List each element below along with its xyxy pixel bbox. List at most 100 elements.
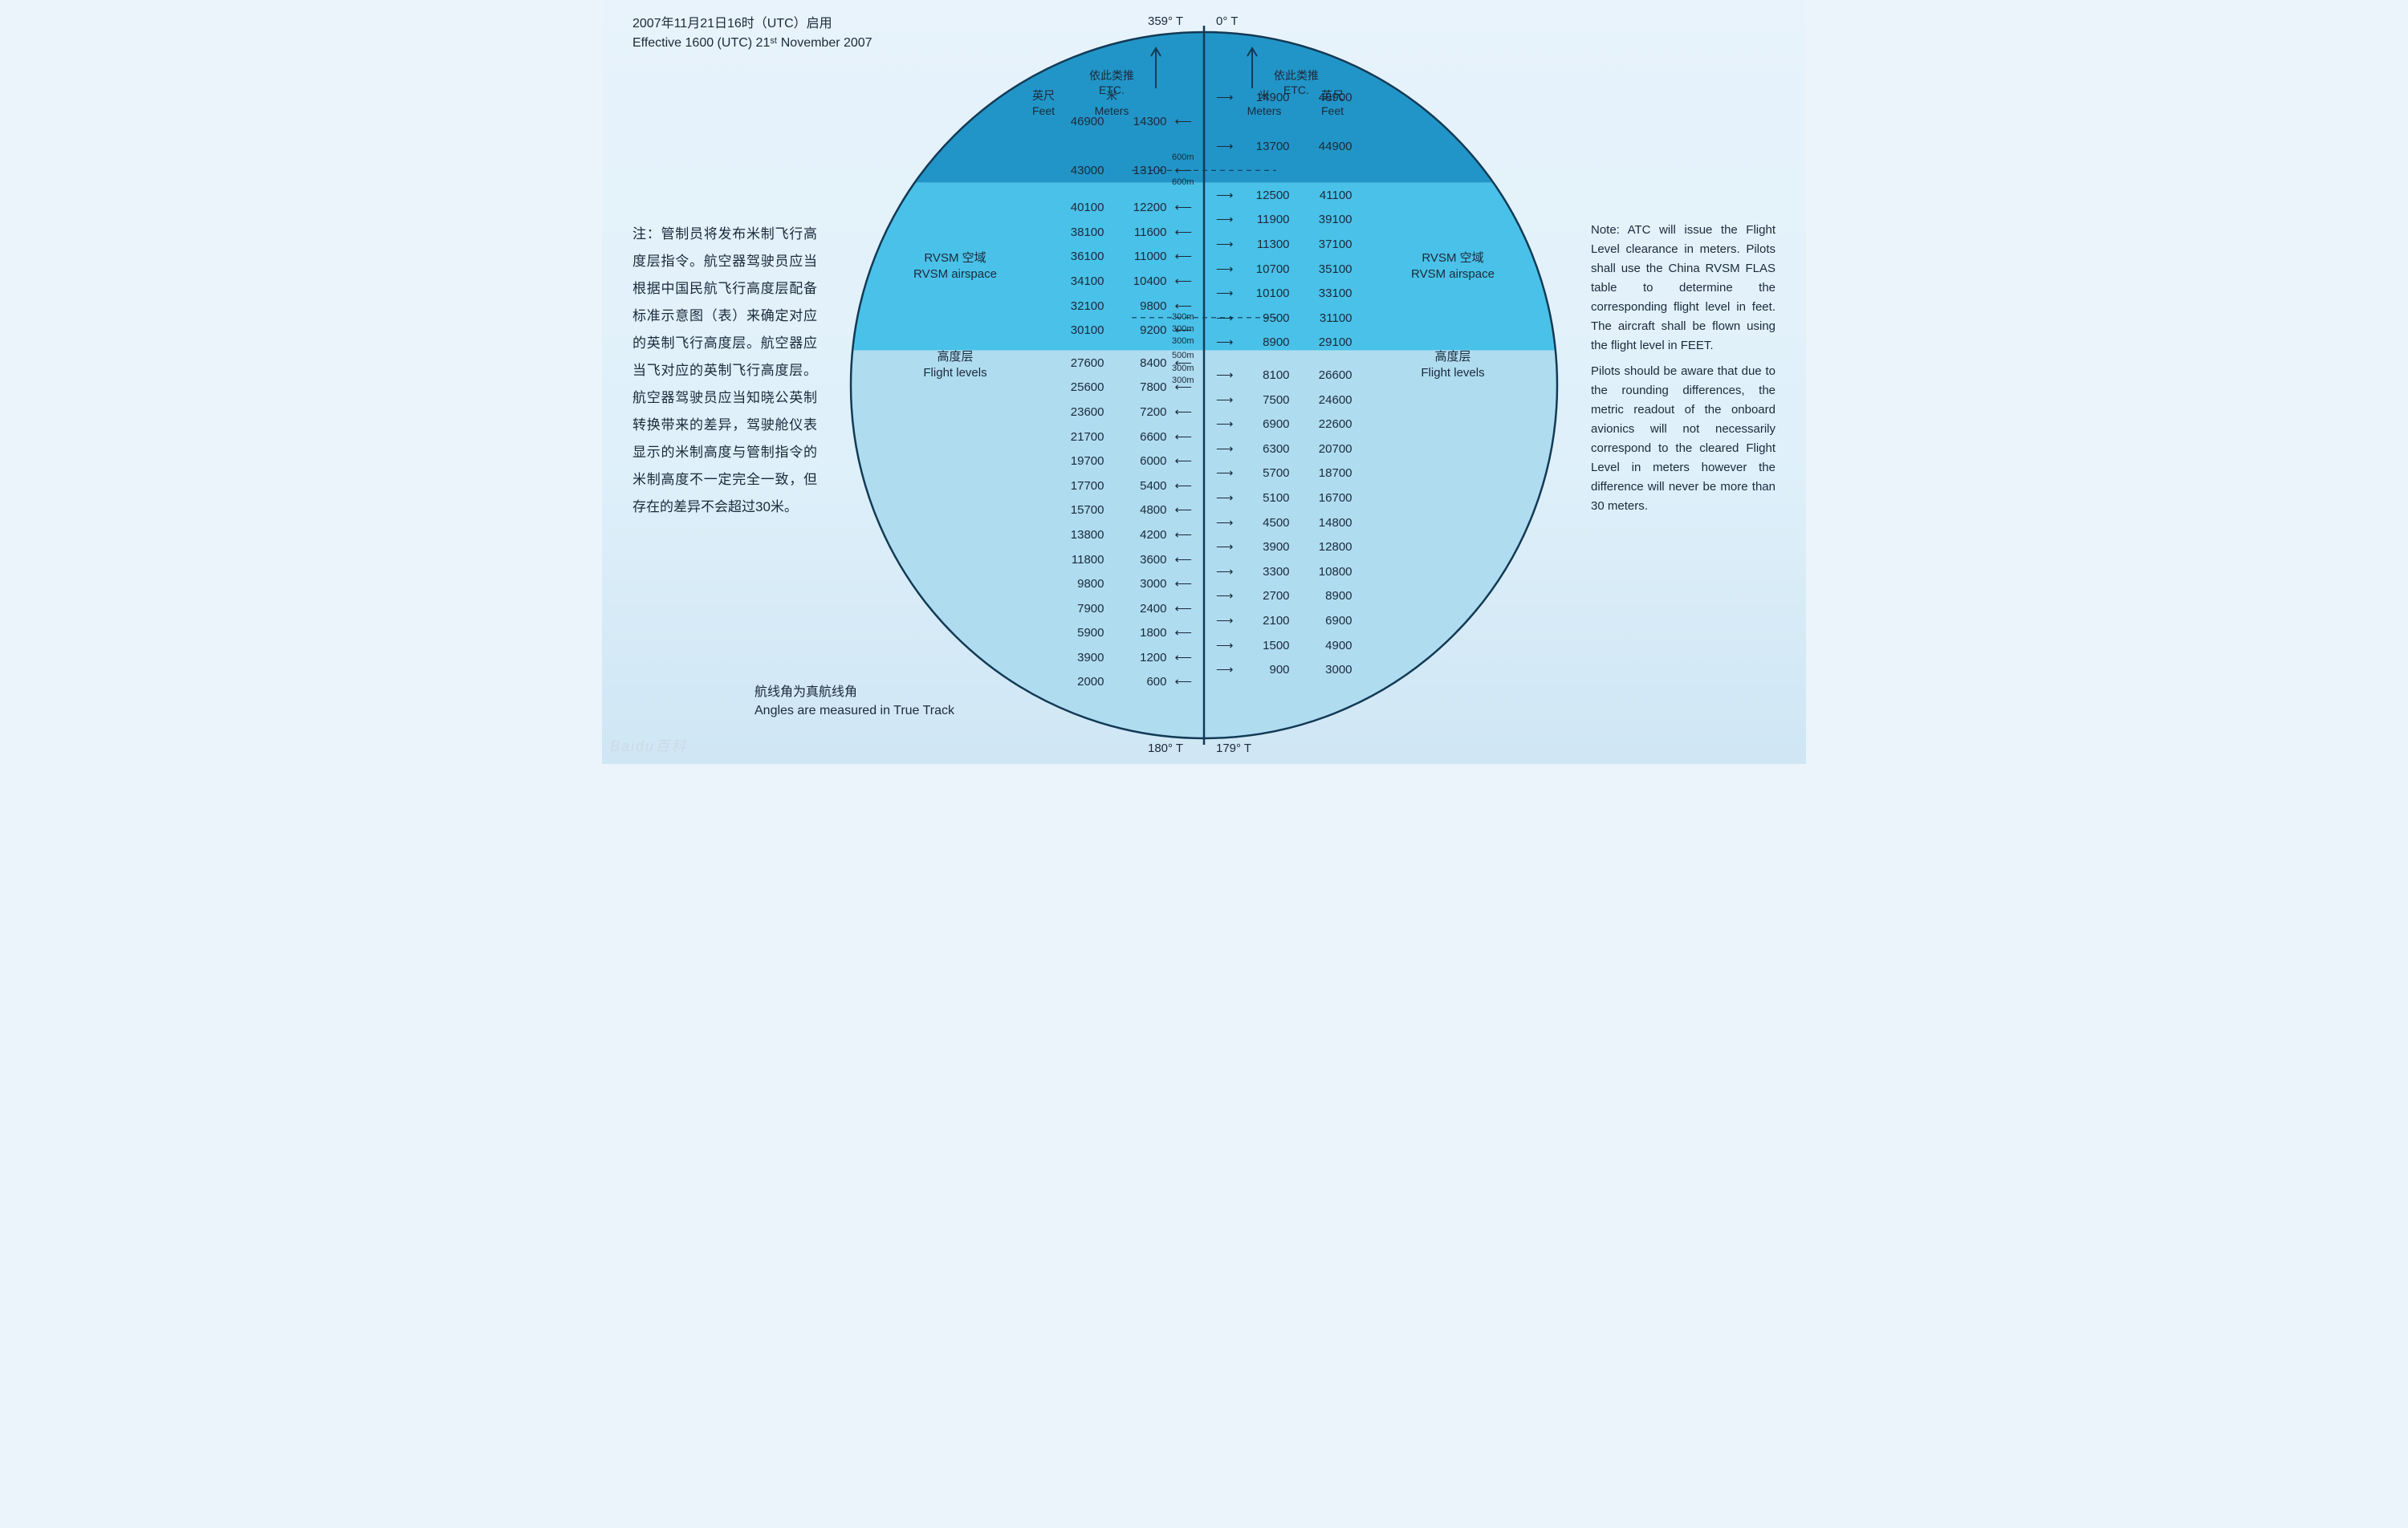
meters-value: 900: [1242, 663, 1290, 677]
level-row: ⟶ 12500 41100: [1216, 188, 1352, 202]
separation-label: 300m: [1172, 376, 1194, 385]
arrow-left-icon: ⟵: [1174, 249, 1192, 263]
arrow-right-icon: ⟶: [1216, 515, 1234, 530]
feet-value: 23600: [1056, 405, 1104, 419]
arrow-right-icon: ⟶: [1216, 311, 1234, 325]
feet-value: 44900: [1304, 140, 1352, 153]
meters-value: 3900: [1242, 540, 1290, 554]
feet-value: 38100: [1056, 226, 1104, 239]
truetrack-cn: 航线角为真航线角: [755, 684, 954, 701]
level-row: ⟶21006900: [1216, 613, 1352, 628]
meters-value: 600: [1118, 675, 1166, 689]
level-row: 138004200⟵: [1056, 527, 1192, 542]
arrow-right-icon: ⟶: [1216, 237, 1234, 251]
separation-label: 300m: [1172, 336, 1194, 346]
level-row: 59001800⟵: [1056, 625, 1192, 640]
feet-value: 48900: [1304, 91, 1352, 104]
feet-value: 31100: [1304, 311, 1352, 325]
level-row: 98003000⟵: [1056, 576, 1192, 591]
arrow-left-icon: ⟵: [1174, 114, 1192, 128]
feet-value: 46900: [1056, 115, 1104, 128]
arrow-left-icon: ⟵: [1174, 453, 1192, 468]
meters-value: 3300: [1242, 565, 1290, 579]
feet-value: 41100: [1304, 189, 1352, 202]
feet-value: 15700: [1056, 503, 1104, 517]
watermark: Baidu百科: [610, 735, 687, 756]
feet-value: 43000: [1056, 164, 1104, 177]
meters-value: 6900: [1242, 417, 1290, 431]
meters-value: 11000: [1118, 250, 1166, 263]
separation-label: 300m: [1172, 364, 1194, 373]
level-row: ⟶330010800: [1216, 564, 1352, 579]
arrow-left-icon: ⟵: [1174, 601, 1192, 616]
meters-value: 5400: [1118, 479, 1166, 493]
arrow-right-icon: ⟶: [1216, 90, 1234, 104]
feet-value: 34100: [1056, 274, 1104, 288]
feet-value: 22600: [1304, 417, 1352, 431]
level-row: ⟶810026600: [1216, 368, 1352, 382]
meters-value: 2700: [1242, 589, 1290, 603]
arrow-right-icon: ⟶: [1216, 368, 1234, 382]
level-row: ⟶570018700: [1216, 465, 1352, 480]
feet-value: 35100: [1304, 262, 1352, 276]
arrow-left-icon: ⟵: [1174, 552, 1192, 567]
level-row: 3610011000⟵: [1056, 249, 1192, 263]
level-row: 46900 14300 ⟵: [1056, 114, 1192, 128]
angle-top-right: 0° T: [1216, 14, 1238, 28]
angle-top-left: 359° T: [1148, 14, 1183, 28]
level-row: ⟶1190039100: [1216, 212, 1352, 226]
feet-value: 21700: [1056, 430, 1104, 444]
level-row: ⟶15004900: [1216, 638, 1352, 652]
meters-value: 4200: [1118, 528, 1166, 542]
arrow-right-icon: ⟶: [1216, 662, 1234, 677]
meters-value: 3600: [1118, 553, 1166, 567]
arrow-right-icon: ⟶: [1216, 490, 1234, 505]
arrow-left-icon: ⟵: [1174, 576, 1192, 591]
meters-value: 12500: [1242, 189, 1290, 202]
meters-value: 7200: [1118, 405, 1166, 419]
arrow-right-icon: ⟶: [1216, 139, 1234, 153]
meters-value: 4500: [1242, 516, 1290, 530]
feet-value: 3000: [1304, 663, 1352, 677]
arrow-right-icon: ⟶: [1216, 262, 1234, 276]
meters-value: 1500: [1242, 639, 1290, 652]
level-row: 197006000⟵: [1056, 453, 1192, 468]
feet-value: 29100: [1304, 335, 1352, 349]
arrow-left-icon: ⟵: [1174, 478, 1192, 493]
meters-value: 13100: [1118, 164, 1166, 177]
separation-label: 600m: [1172, 177, 1194, 187]
feet-value: 13800: [1056, 528, 1104, 542]
band-rvsm-left: RVSM 空域RVSM airspace: [913, 250, 997, 283]
level-row: ⟶450014800: [1216, 515, 1352, 530]
level-row: ⟶1010033100: [1216, 286, 1352, 300]
arrow-right-icon: ⟶: [1216, 588, 1234, 603]
feet-value: 39100: [1304, 213, 1352, 226]
level-row: 3410010400⟵: [1056, 274, 1192, 288]
level-row: 236007200⟵: [1056, 404, 1192, 419]
feet-value: 20700: [1304, 442, 1352, 456]
arrow-left-icon: ⟵: [1174, 163, 1192, 177]
level-row: ⟶ 9500 31100: [1216, 311, 1352, 325]
arrow-left-icon: ⟵: [1174, 625, 1192, 640]
etc-left: 依此类推ETC.: [1089, 68, 1134, 97]
meters-value: 8100: [1242, 368, 1290, 382]
level-row: ⟶27008900: [1216, 588, 1352, 603]
level-row: 39001200⟵: [1056, 650, 1192, 664]
meters-value: 7500: [1242, 393, 1290, 407]
arrow-right-icon: ⟶: [1216, 465, 1234, 480]
meters-value: 10400: [1118, 274, 1166, 288]
level-row: 177005400⟵: [1056, 478, 1192, 493]
meters-value: 6600: [1118, 430, 1166, 444]
feet-value: 6900: [1304, 614, 1352, 628]
meters-value: 14300: [1118, 115, 1166, 128]
meters-value: 9500: [1242, 311, 1290, 325]
feet-value: 19700: [1056, 454, 1104, 468]
level-row: ⟶1130037100: [1216, 237, 1352, 251]
meters-value: 10700: [1242, 262, 1290, 276]
arrow-right-icon: ⟶: [1216, 392, 1234, 407]
feet-value: 32100: [1056, 299, 1104, 313]
arrow-right-icon: ⟶: [1216, 188, 1234, 202]
arrow-right-icon: ⟶: [1216, 335, 1234, 349]
arrow-right-icon: ⟶: [1216, 441, 1234, 456]
feet-value: 9800: [1056, 577, 1104, 591]
